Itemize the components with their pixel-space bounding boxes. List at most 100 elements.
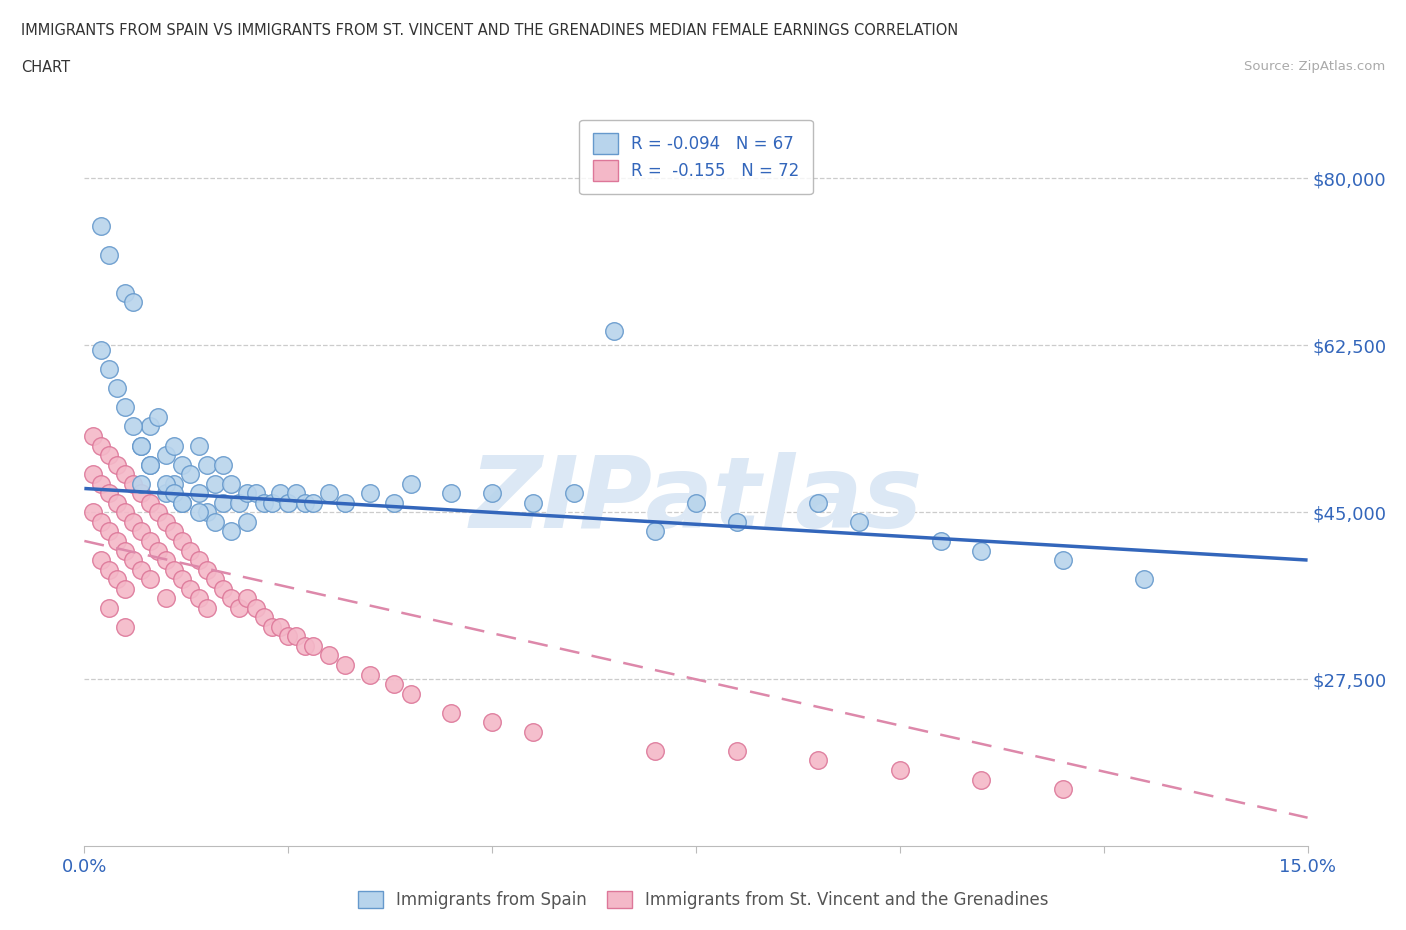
Point <box>294 496 316 511</box>
Point <box>929 534 952 549</box>
Point <box>131 524 153 538</box>
Point <box>131 485 153 500</box>
Point <box>382 677 405 692</box>
Point <box>90 342 112 357</box>
Point <box>382 496 405 511</box>
Point <box>236 591 259 605</box>
Point <box>285 629 308 644</box>
Point <box>138 458 160 472</box>
Point <box>114 619 136 634</box>
Point <box>172 458 194 472</box>
Point <box>245 485 267 500</box>
Point <box>253 496 276 511</box>
Point <box>269 485 291 500</box>
Point <box>131 562 153 577</box>
Point <box>122 552 145 567</box>
Point <box>725 743 748 758</box>
Point <box>204 514 226 529</box>
Text: ZIPatlas: ZIPatlas <box>470 453 922 550</box>
Text: CHART: CHART <box>21 60 70 75</box>
Point <box>219 476 242 491</box>
Point <box>1133 572 1156 587</box>
Point <box>399 476 422 491</box>
Point <box>277 629 299 644</box>
Point <box>236 485 259 500</box>
Point <box>204 476 226 491</box>
Point <box>138 572 160 587</box>
Point <box>90 552 112 567</box>
Point <box>114 505 136 520</box>
Point <box>172 496 194 511</box>
Point <box>90 476 112 491</box>
Point <box>187 552 209 567</box>
Point <box>114 400 136 415</box>
Point <box>212 458 235 472</box>
Legend: R = -0.094   N = 67, R =  -0.155   N = 72: R = -0.094 N = 67, R = -0.155 N = 72 <box>579 120 813 194</box>
Legend: Immigrants from Spain, Immigrants from St. Vincent and the Grenadines: Immigrants from Spain, Immigrants from S… <box>349 883 1057 917</box>
Point <box>172 496 194 511</box>
Point <box>301 496 323 511</box>
Point <box>155 514 177 529</box>
Point <box>82 429 104 444</box>
Point <box>644 524 666 538</box>
Point <box>212 581 235 596</box>
Point <box>97 362 120 377</box>
Point <box>172 534 194 549</box>
Point <box>155 591 177 605</box>
Point <box>187 485 209 500</box>
Point <box>1052 552 1074 567</box>
Point <box>97 447 120 462</box>
Point <box>155 485 177 500</box>
Point <box>82 505 104 520</box>
Point <box>105 381 128 396</box>
Point <box>105 572 128 587</box>
Point <box>277 496 299 511</box>
Point <box>522 724 544 739</box>
Point <box>131 438 153 453</box>
Point <box>172 572 194 587</box>
Point <box>260 619 283 634</box>
Point <box>97 562 120 577</box>
Point <box>138 419 160 434</box>
Point <box>253 610 276 625</box>
Point <box>114 543 136 558</box>
Point <box>155 447 177 462</box>
Point <box>335 496 357 511</box>
Point <box>122 514 145 529</box>
Point <box>269 619 291 634</box>
Point <box>603 324 626 339</box>
Point <box>848 514 870 529</box>
Point <box>105 496 128 511</box>
Point <box>131 438 153 453</box>
Point <box>114 467 136 482</box>
Point <box>114 581 136 596</box>
Text: IMMIGRANTS FROM SPAIN VS IMMIGRANTS FROM ST. VINCENT AND THE GRENADINES MEDIAN F: IMMIGRANTS FROM SPAIN VS IMMIGRANTS FROM… <box>21 23 959 38</box>
Point <box>725 514 748 529</box>
Point <box>105 534 128 549</box>
Point <box>889 763 911 777</box>
Point <box>187 591 209 605</box>
Point <box>122 476 145 491</box>
Point <box>138 458 160 472</box>
Point <box>440 485 463 500</box>
Point <box>970 543 993 558</box>
Point <box>219 591 242 605</box>
Point <box>522 496 544 511</box>
Point <box>138 534 160 549</box>
Point <box>122 419 145 434</box>
Point <box>228 601 250 616</box>
Point <box>163 485 186 500</box>
Point <box>399 686 422 701</box>
Point <box>970 772 993 787</box>
Point <box>481 715 503 730</box>
Point <box>97 601 120 616</box>
Point <box>146 505 169 520</box>
Point <box>97 247 120 262</box>
Point <box>155 552 177 567</box>
Point <box>260 496 283 511</box>
Point <box>187 438 209 453</box>
Point <box>204 572 226 587</box>
Point <box>236 514 259 529</box>
Point <box>179 467 201 482</box>
Point <box>212 496 235 511</box>
